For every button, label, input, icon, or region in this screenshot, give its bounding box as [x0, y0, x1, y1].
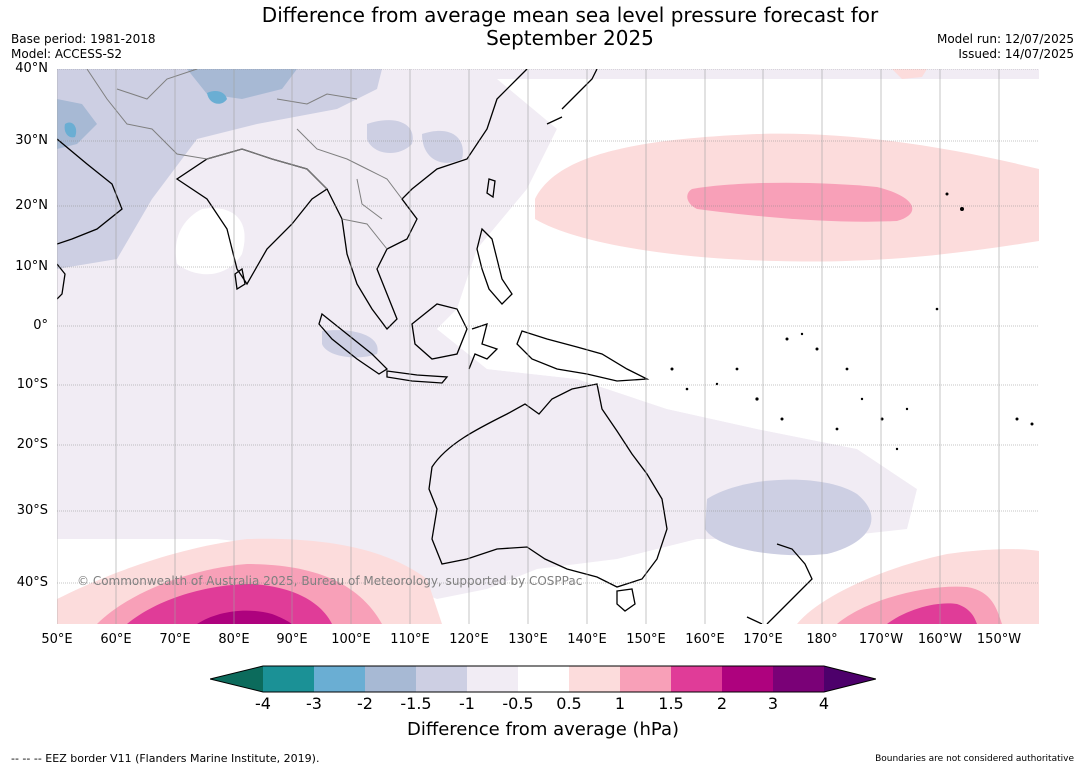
anomaly-region-n2-n15: [57, 69, 297, 149]
model-run: Model run: 12/07/2025: [936, 32, 1074, 46]
colorbar-below-min: [210, 666, 263, 692]
australia-outline: [428, 383, 668, 588]
anomaly-region-p15-p2-southwest: [127, 584, 332, 624]
colorbar-bin-p05-p1: [569, 666, 620, 692]
arabia-outline: [57, 138, 123, 245]
boundaries-disclaimer: Boundaries are not considered authoritat…: [875, 754, 1074, 764]
lat-label-20s: 20°S: [16, 437, 48, 452]
colorbar-bin-n4-n3: [263, 666, 314, 692]
anomaly-region-n15-n1-china: [367, 120, 463, 163]
philippines-outline: [476, 227, 513, 305]
sri-lanka-outline: [234, 267, 246, 291]
colorbar: [210, 665, 876, 693]
lon-label-160e: 160°E: [685, 632, 725, 647]
lon-label-150w: 150°W: [976, 632, 1022, 647]
lon-label-140e: 140°E: [567, 632, 607, 647]
map-title: Difference from average mean sea level p…: [170, 4, 970, 50]
pressure-anomaly-map: [57, 69, 1039, 624]
colorbar-tick-p2: 2: [716, 694, 728, 713]
model-name: Model: ACCESS-S2: [11, 47, 123, 61]
lat-label-10s: 10°S: [16, 377, 48, 392]
lat-label-10n: 10°N: [15, 259, 48, 274]
base-period: Base period: 1981-2018: [11, 32, 156, 46]
lat-label-40n: 40°N: [15, 61, 48, 76]
lat-label-20n: 20°N: [15, 198, 48, 213]
lon-label-170w: 170°W: [858, 632, 904, 647]
lon-label-70e: 70°E: [159, 632, 191, 647]
copyright-notice: © Commonwealth of Australia 2025, Bureau…: [77, 574, 583, 588]
lon-label-160w: 160°W: [917, 632, 963, 647]
pacific-islands: [670, 192, 1034, 451]
meridians: [57, 69, 1000, 624]
meta-right: Model run: 12/07/2025 Issued: 14/07/2025: [937, 32, 1074, 62]
colorbar-bin-n05-p05: [518, 666, 569, 692]
title-line-2: September 2025: [486, 26, 654, 50]
colorbar-tick-n4: -4: [255, 694, 271, 713]
colorbar-outline: [210, 665, 876, 693]
anomaly-region-n15-n1-northwest: [57, 69, 382, 269]
africa-outline: [57, 263, 66, 300]
colorbar-tick-p4: 4: [818, 694, 830, 713]
lon-label-90e: 90°E: [276, 632, 308, 647]
anomaly-region-p2-p3-southwest: [197, 610, 292, 624]
colorbar-tick-n05: -0.5: [502, 694, 534, 713]
colorbar-label: Difference from average (hPa): [406, 719, 680, 740]
anomaly-region-n3-n2: [64, 91, 227, 138]
anomaly-region-p05-p1-top: [892, 69, 927, 79]
colorbar-bin-p2-p3: [722, 666, 773, 692]
colorbar-bin-p3-p4: [773, 666, 824, 692]
colorbar-bin-p15-p2: [671, 666, 722, 692]
colorbar-above-max: [824, 666, 876, 692]
colorbar-tick-n3: -3: [306, 694, 322, 713]
colorbar-tick-p3: 3: [767, 694, 779, 713]
anomaly-region-n15-n1-tasman: [705, 479, 872, 556]
taiwan-outline: [486, 178, 496, 199]
colorbar-tick-n1: -1: [459, 694, 475, 713]
japan-outline: [546, 69, 598, 125]
issued-date: Issued: 14/07/2025: [958, 47, 1074, 61]
meta-left: Base period: 1981-2018 Model: ACCESS-S2: [11, 32, 156, 62]
colorbar-tick-n2: -2: [357, 694, 373, 713]
anomaly-region-near-average-india: [175, 208, 245, 275]
eez-border-note: -- -- -- EEZ border V11 (Flanders Marine…: [11, 752, 320, 765]
lat-label-40s: 40°S: [16, 575, 48, 590]
lon-label-150e: 150°E: [626, 632, 666, 647]
sumatra-outline: [318, 312, 389, 375]
lon-label-60e: 60°E: [100, 632, 132, 647]
lon-label-120e: 120°E: [449, 632, 489, 647]
colorbar-bin-p1-p15: [620, 666, 671, 692]
lon-label-130e: 130°E: [508, 632, 548, 647]
lat-label-0: 0°: [33, 318, 48, 333]
anomaly-region-n1-n05: [57, 69, 1039, 599]
sulawesi-outline: [468, 323, 499, 370]
anomaly-region-p15-p2-southeast: [887, 603, 977, 624]
anomaly-region-n15-n1-indonesia: [322, 330, 378, 358]
anomaly-region-p1-p15-north-pacific: [687, 182, 913, 222]
lon-label-80e: 80°E: [218, 632, 250, 647]
title-line-1: Difference from average mean sea level p…: [261, 3, 879, 27]
lon-label-110e: 110°E: [390, 632, 430, 647]
lon-label-50e: 50°E: [41, 632, 73, 647]
colorbar-bin-n1-n05: [467, 666, 518, 692]
colorbar-tick-n15: -1.5: [400, 694, 432, 713]
java-outline: [386, 370, 449, 384]
lat-label-30n: 30°N: [15, 133, 48, 148]
colorbar-bin-n2-n15: [365, 666, 416, 692]
tasmania-outline: [616, 588, 636, 612]
southeast-asia-outline: [326, 69, 528, 330]
colorbar-bin-n15-n1: [416, 666, 467, 692]
lon-label-170e: 170°E: [743, 632, 783, 647]
colorbar-tick-p05: 0.5: [556, 694, 582, 713]
country-borders: [86, 69, 403, 250]
new-zealand-outline: [746, 543, 813, 624]
gridlines: [57, 69, 1039, 584]
lat-label-30s: 30°S: [16, 503, 48, 518]
lon-label-100e: 100°E: [331, 632, 371, 647]
lon-label-180: 180°: [806, 632, 838, 647]
colorbar-tick-p15: 1.5: [658, 694, 684, 713]
borneo-outline: [411, 303, 468, 360]
colorbar-tick-p1: 1: [614, 694, 626, 713]
new-guinea-outline: [516, 330, 650, 382]
colorbar-bin-n3-n2: [314, 666, 365, 692]
